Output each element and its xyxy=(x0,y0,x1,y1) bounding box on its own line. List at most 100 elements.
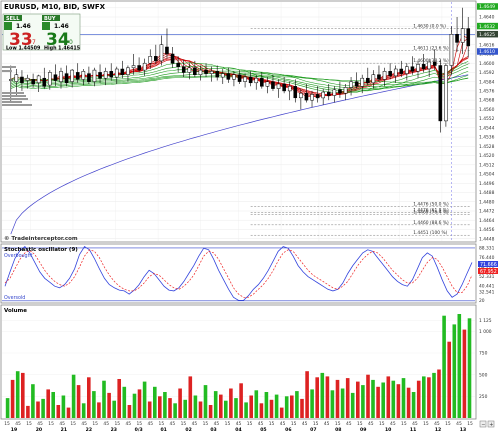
volume-grid xyxy=(2,320,475,397)
candlesticks xyxy=(9,7,471,133)
volume-bar xyxy=(168,398,172,418)
price-grid xyxy=(2,2,475,241)
volume-bar xyxy=(239,383,243,418)
candle-body xyxy=(114,68,119,78)
volume-tick-label: 500 xyxy=(479,372,488,378)
price-tick-label: 1.4520 xyxy=(479,153,495,159)
candle-body xyxy=(9,79,13,81)
d-value-badge xyxy=(478,268,498,274)
candle-body xyxy=(209,71,214,74)
volume-bar xyxy=(153,386,157,418)
depth-marker xyxy=(2,66,16,68)
volume-bar xyxy=(173,403,177,418)
volume-bar xyxy=(411,392,416,418)
price-tick-label: 1.4456 xyxy=(479,227,495,233)
candle-body xyxy=(326,91,331,96)
volume-bar xyxy=(178,388,182,418)
time-hour-label: 23 xyxy=(111,427,117,433)
candle-body xyxy=(310,94,314,101)
volume-bar xyxy=(401,378,406,418)
volume-bar xyxy=(76,385,81,418)
quote-widget[interactable]: SELL BUY 1.46 1.46 33 7 34 0 Low 1.44509… xyxy=(2,13,81,52)
volume-bar xyxy=(127,405,132,418)
volume-bar xyxy=(391,380,396,418)
time-hour-label: 13 xyxy=(460,427,466,433)
time-minute-label: 15 xyxy=(181,421,187,427)
stoch-tick-label: 88.331 xyxy=(479,246,495,252)
volume-bar xyxy=(208,405,213,418)
price-highlight-badge xyxy=(477,22,498,30)
volume-bar xyxy=(21,372,25,418)
volume-bar xyxy=(71,374,76,418)
price-tick-label: 1.4488 xyxy=(479,190,495,196)
volume-bar xyxy=(340,388,345,418)
time-minute-label: 45 xyxy=(346,421,352,427)
fibonacci-levels: 1.4630 (0.0 %) 1.4611 (23.6 %) 1.4600 (38.… xyxy=(2,2,475,241)
time-minute-label: 15 xyxy=(379,421,385,427)
time-hour-label: 22 xyxy=(86,427,92,433)
volume-bar xyxy=(290,395,294,418)
candle-body xyxy=(81,71,86,80)
fib-level-label: 1.4476 (50.0 %) xyxy=(413,201,449,207)
candle-body xyxy=(366,77,370,84)
candle-body xyxy=(75,72,80,80)
time-minute-label: 15 xyxy=(159,421,165,427)
price-tick-label: 1.4576 xyxy=(479,89,495,95)
zoom-in-button[interactable] xyxy=(487,420,495,428)
buy-button[interactable] xyxy=(42,22,50,30)
fib-level-label: 1.4476 (61.8 %) xyxy=(413,207,449,213)
stoch-tick-label: 40.441 xyxy=(479,283,495,289)
price-tick-label: 1.4504 xyxy=(479,172,495,178)
volume-bar xyxy=(259,403,264,418)
volume-bar xyxy=(10,379,15,418)
price-tick-label: 1.4448 xyxy=(479,236,495,242)
time-axis: 15 45 15 45 15 45 15 45 15 45 15 45 15 45 15 45 15 45 15 45… xyxy=(4,421,473,433)
volume-bar xyxy=(56,405,61,418)
candle-body xyxy=(70,69,74,82)
volume-bar xyxy=(5,398,10,418)
price-tick-label: 1.4528 xyxy=(479,144,495,150)
fib-level-label: 1.4630 (0.0 %) xyxy=(413,24,446,30)
price-tick-label: 1.4536 xyxy=(479,135,495,141)
fib-level-label: 1.4460 (88.6 %) xyxy=(413,220,449,226)
volume-bar xyxy=(198,401,203,418)
candle-body xyxy=(299,92,303,99)
depth-marker xyxy=(2,98,28,100)
candle-body xyxy=(31,79,35,85)
volume-bar xyxy=(219,394,223,418)
candle-body xyxy=(237,74,242,82)
d-value-label: 67.952 xyxy=(480,269,497,275)
volume-bar xyxy=(295,391,299,418)
time-hour-label: 20 xyxy=(36,427,42,433)
candle-body xyxy=(48,72,52,86)
zoom-out-button[interactable] xyxy=(479,420,487,428)
volume-bar xyxy=(467,318,472,418)
time-minute-label: 45 xyxy=(456,421,462,427)
sell-button[interactable] xyxy=(4,22,12,30)
candle-body xyxy=(282,83,286,92)
volume-bar xyxy=(46,389,50,418)
time-minute-label: 45 xyxy=(192,421,198,427)
volume-bar xyxy=(147,401,152,418)
volume-bar xyxy=(87,377,91,418)
candle-body xyxy=(204,69,208,74)
volume-bar xyxy=(249,395,253,418)
candle-body xyxy=(53,74,58,81)
volume-bar xyxy=(284,396,289,418)
volume-bar xyxy=(234,398,238,418)
volume-bar xyxy=(432,372,436,418)
volume-bar xyxy=(203,385,208,418)
stoch-tick-label: 64.220 xyxy=(479,265,495,271)
volume-bar xyxy=(310,389,314,418)
volume-bar xyxy=(61,395,66,418)
stoch-grid xyxy=(2,247,475,302)
volume-title: Volume xyxy=(4,308,27,314)
price-tick-label: 1.4592 xyxy=(479,70,495,76)
time-minute-label: 15 xyxy=(269,421,275,427)
candle-body xyxy=(438,65,443,122)
candle-body xyxy=(466,28,471,47)
candle-body xyxy=(109,71,114,78)
time-hour-label: 11 xyxy=(410,427,416,433)
volume-bar xyxy=(300,398,304,418)
